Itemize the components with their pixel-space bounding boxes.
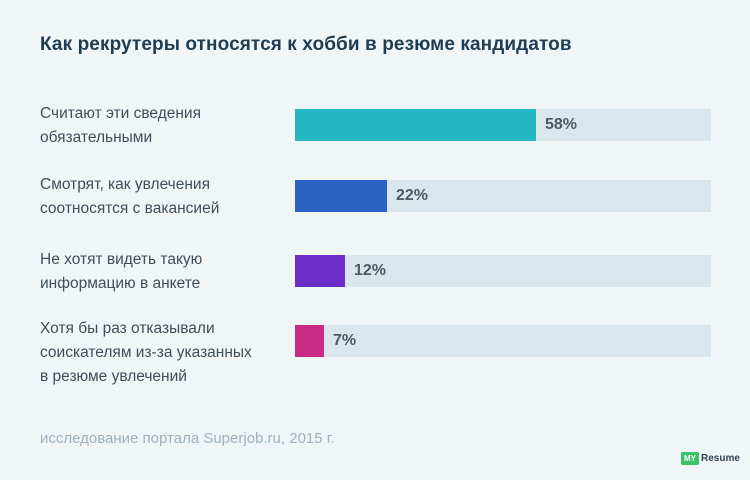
- bar-track: 58%: [295, 109, 711, 141]
- bar-track: 22%: [295, 180, 711, 212]
- bar-label-line: Не хотят видеть такую: [40, 251, 203, 268]
- bar-label-line: в резюме увлечений: [40, 368, 187, 385]
- bar-label-line: Смотрят, как увлечения: [40, 176, 210, 193]
- bar-label: Считают эти сведения обязательными: [40, 102, 201, 150]
- bar: [295, 180, 387, 212]
- source-note: исследование портала Superjob.ru, 2015 г…: [40, 430, 335, 447]
- bar-label-line: Хотя бы раз отказывали: [40, 320, 215, 337]
- bar: [295, 325, 324, 357]
- bar-value-label: 22%: [396, 187, 429, 204]
- bar-label-line: соискателям из-за указанных: [40, 344, 252, 361]
- bar: [295, 255, 345, 287]
- bar-label: Не хотят видеть такую информацию в анкет…: [40, 248, 202, 296]
- bar-label: Смотрят, как увлечения соотносятся с вак…: [40, 173, 219, 221]
- myresume-logo: MY Resume: [681, 452, 740, 465]
- bar-value-label: 7%: [333, 332, 357, 349]
- bar-value-label: 12%: [354, 262, 387, 279]
- bar-label-line: информацию в анкете: [40, 275, 201, 292]
- bar: [295, 109, 536, 141]
- bar-track: 7%: [295, 325, 711, 357]
- chart-title: Как рекрутеры относятся к хобби в резюме…: [40, 34, 572, 55]
- bar-label-line: обязательными: [40, 129, 153, 146]
- logo-resume-text: Resume: [701, 453, 740, 464]
- bar-value-label: 58%: [545, 116, 578, 133]
- bar-label: Хотя бы раз отказывали соискателям из-за…: [40, 317, 252, 389]
- logo-my-badge: MY: [681, 452, 699, 465]
- bar-label-line: соотносятся с вакансией: [40, 200, 220, 217]
- bar-track: 12%: [295, 255, 711, 287]
- bar-label-line: Считают эти сведения: [40, 105, 201, 122]
